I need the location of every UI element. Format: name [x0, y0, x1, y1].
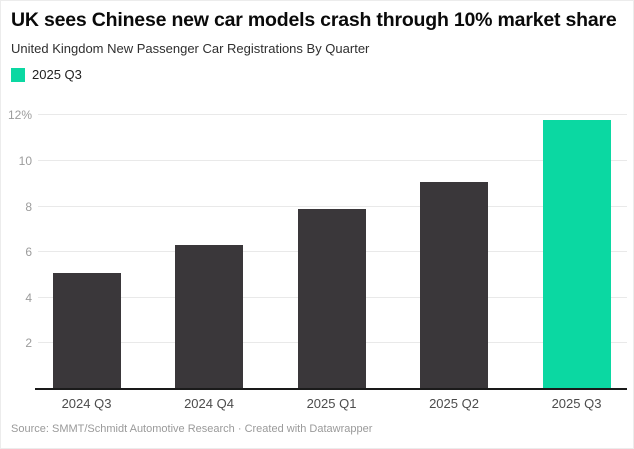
x-axis-line — [35, 388, 627, 390]
datawrapper-credit-link[interactable]: Created with Datawrapper — [244, 423, 373, 435]
y-axis-tick-label: 4 — [25, 290, 32, 305]
y-axis-tick-label: 6 — [25, 245, 32, 260]
gridline — [38, 114, 627, 116]
gridline — [38, 205, 627, 207]
chart-subtitle: United Kingdom New Passenger Car Registr… — [11, 41, 370, 56]
y-axis-tick-label: 8 — [25, 199, 32, 214]
y-axis-tick-label: 2 — [25, 336, 32, 351]
plot-area — [35, 101, 627, 390]
bar-2024-q4[interactable] — [175, 245, 243, 389]
legend-label: 2025 Q3 — [32, 67, 82, 82]
source-value: SMMT/Schmidt Automotive Research — [51, 423, 235, 435]
bar-2025-q3[interactable] — [542, 119, 611, 389]
bar-2025-q2[interactable] — [420, 181, 488, 389]
x-axis-label: 2025 Q3 — [551, 396, 602, 411]
legend-swatch — [11, 67, 25, 82]
x-axis-label: 2025 Q2 — [429, 396, 479, 411]
chart-title: UK sees Chinese new car models crash thr… — [11, 9, 617, 31]
x-axis-label: 2024 Q3 — [61, 396, 112, 411]
legend: 2025 Q3 — [11, 67, 82, 82]
bar-2025-q1[interactable] — [297, 208, 366, 389]
x-axis-label: 2025 Q1 — [306, 396, 357, 411]
footer-separator: · — [237, 423, 242, 435]
gridline — [38, 159, 627, 161]
source-line: Source: SMMT/Schmidt Automotive Research… — [11, 423, 372, 435]
bar-2024-q3[interactable] — [52, 272, 121, 389]
y-axis-tick-label: 12% — [7, 108, 32, 123]
x-axis-label: 2024 Q4 — [184, 396, 234, 411]
source-label: Source: — [11, 423, 49, 435]
y-axis-tick-label: 10 — [18, 153, 32, 168]
